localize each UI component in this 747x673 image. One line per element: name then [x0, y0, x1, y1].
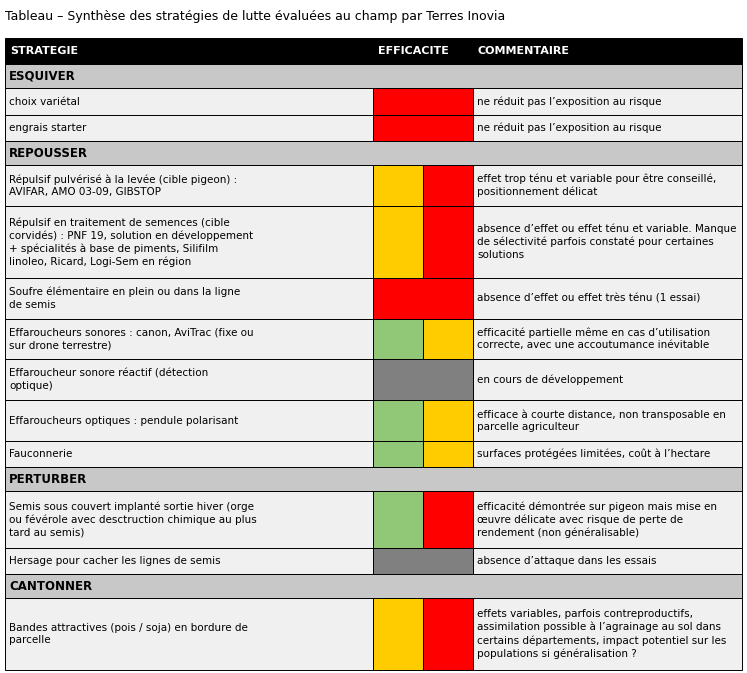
Bar: [373, 400, 473, 441]
Text: choix variétal: choix variétal: [9, 96, 80, 106]
Text: Bandes attractives (pois / soja) en bordure de
parcelle: Bandes attractives (pois / soja) en bord…: [9, 623, 248, 645]
Text: Semis sous couvert implanté sortie hiver (orge
ou févérole avec desctruction chi: Semis sous couvert implanté sortie hiver…: [9, 501, 257, 538]
Text: efficace à courte distance, non transposable en
parcelle agriculteur: efficace à courte distance, non transpos…: [477, 409, 726, 432]
Text: Effaroucheurs optiques : pendule polarisant: Effaroucheurs optiques : pendule polaris…: [9, 415, 238, 425]
Text: ne réduit pas l’exposition au risque: ne réduit pas l’exposition au risque: [477, 96, 662, 107]
Bar: [423, 165, 473, 206]
Bar: [373, 88, 473, 115]
Bar: [473, 359, 742, 400]
Bar: [373, 400, 423, 441]
Text: REPOUSSER: REPOUSSER: [9, 147, 88, 160]
Bar: [5, 88, 373, 115]
Bar: [5, 359, 373, 400]
Bar: [473, 206, 742, 278]
Text: Répulsif en traitement de semences (cible
corvidés) : PNF 19, solution en dévelo: Répulsif en traitement de semences (cibl…: [9, 217, 253, 267]
Bar: [373, 548, 473, 574]
Text: EFFICACITE: EFFICACITE: [378, 46, 449, 56]
Bar: [5, 548, 373, 574]
Bar: [473, 318, 742, 359]
Text: Répulsif pulvérisé à la levée (cible pigeon) :
AVIFAR, AMO 03-09, GIBSTOP: Répulsif pulvérisé à la levée (cible pig…: [9, 174, 238, 197]
Text: CANTONNER: CANTONNER: [9, 579, 92, 592]
Bar: [373, 598, 473, 670]
Bar: [5, 467, 742, 491]
Bar: [5, 400, 373, 441]
Bar: [5, 491, 373, 548]
Bar: [423, 400, 473, 441]
Bar: [473, 491, 742, 548]
Text: effet trop ténu et variable pour être conseillé,
positionnement délicat: effet trop ténu et variable pour être co…: [477, 174, 716, 197]
Bar: [473, 598, 742, 670]
Text: Effaroucheur sonore réactif (détection
optique): Effaroucheur sonore réactif (détection o…: [9, 369, 208, 391]
Bar: [423, 206, 473, 278]
Bar: [373, 318, 423, 359]
Text: STRATEGIE: STRATEGIE: [10, 46, 78, 56]
Bar: [473, 441, 742, 467]
Bar: [5, 278, 373, 318]
Bar: [373, 278, 473, 318]
Bar: [423, 598, 473, 670]
Bar: [5, 318, 373, 359]
Text: absence d’effet ou effet très ténu (1 essai): absence d’effet ou effet très ténu (1 es…: [477, 293, 701, 304]
Bar: [373, 115, 473, 141]
Bar: [373, 88, 473, 115]
Text: en cours de développement: en cours de développement: [477, 375, 623, 385]
Bar: [373, 206, 423, 278]
Text: Hersage pour cacher les lignes de semis: Hersage pour cacher les lignes de semis: [9, 556, 220, 566]
Bar: [473, 278, 742, 318]
Bar: [5, 38, 742, 65]
Bar: [373, 598, 423, 670]
Bar: [373, 441, 423, 467]
Bar: [473, 115, 742, 141]
Text: ESQUIVER: ESQUIVER: [9, 70, 75, 83]
Bar: [473, 88, 742, 115]
Bar: [473, 165, 742, 206]
Bar: [5, 141, 742, 165]
Text: Tableau – Synthèse des stratégies de lutte évaluées au champ par Terres Inovia: Tableau – Synthèse des stratégies de lut…: [5, 10, 505, 23]
Text: Fauconnerie: Fauconnerie: [9, 449, 72, 459]
Text: PERTURBER: PERTURBER: [9, 473, 87, 486]
Text: absence d’attaque dans les essais: absence d’attaque dans les essais: [477, 556, 657, 566]
Text: engrais starter: engrais starter: [9, 123, 87, 133]
Bar: [5, 165, 373, 206]
Bar: [373, 441, 473, 467]
Bar: [373, 491, 473, 548]
Bar: [423, 318, 473, 359]
Bar: [373, 359, 473, 400]
Bar: [373, 318, 473, 359]
Text: effets variables, parfois contreproductifs,
assimilation possible à l’agrainage : effets variables, parfois contreproducti…: [477, 610, 726, 659]
Text: absence d’effet ou effet ténu et variable. Manque
de sélectivité parfois constat: absence d’effet ou effet ténu et variabl…: [477, 224, 737, 260]
Bar: [373, 491, 423, 548]
Bar: [423, 491, 473, 548]
Bar: [5, 574, 742, 598]
Bar: [423, 441, 473, 467]
Bar: [373, 165, 423, 206]
Bar: [5, 65, 742, 88]
Bar: [373, 359, 473, 400]
Text: ne réduit pas l’exposition au risque: ne réduit pas l’exposition au risque: [477, 122, 662, 133]
Text: Effaroucheurs sonores : canon, AviTrac (fixe ou
sur drone terrestre): Effaroucheurs sonores : canon, AviTrac (…: [9, 328, 254, 350]
Text: surfaces protégées limitées, coût à l’hectare: surfaces protégées limitées, coût à l’he…: [477, 449, 710, 460]
Bar: [473, 400, 742, 441]
Bar: [5, 206, 373, 278]
Text: efficacité démontrée sur pigeon mais mise en
œuvre délicate avec risque de perte: efficacité démontrée sur pigeon mais mis…: [477, 501, 717, 538]
Bar: [5, 115, 373, 141]
Bar: [373, 548, 473, 574]
Bar: [373, 165, 473, 206]
Bar: [373, 206, 473, 278]
Text: efficacité partielle même en cas d’utilisation
correcte, avec une accoutumance i: efficacité partielle même en cas d’utili…: [477, 328, 710, 351]
Bar: [373, 115, 473, 141]
Text: COMMENTAIRE: COMMENTAIRE: [478, 46, 570, 56]
Bar: [5, 598, 373, 670]
Bar: [5, 441, 373, 467]
Text: Soufre élémentaire en plein ou dans la ligne
de semis: Soufre élémentaire en plein ou dans la l…: [9, 287, 241, 310]
Bar: [373, 278, 473, 318]
Bar: [473, 548, 742, 574]
